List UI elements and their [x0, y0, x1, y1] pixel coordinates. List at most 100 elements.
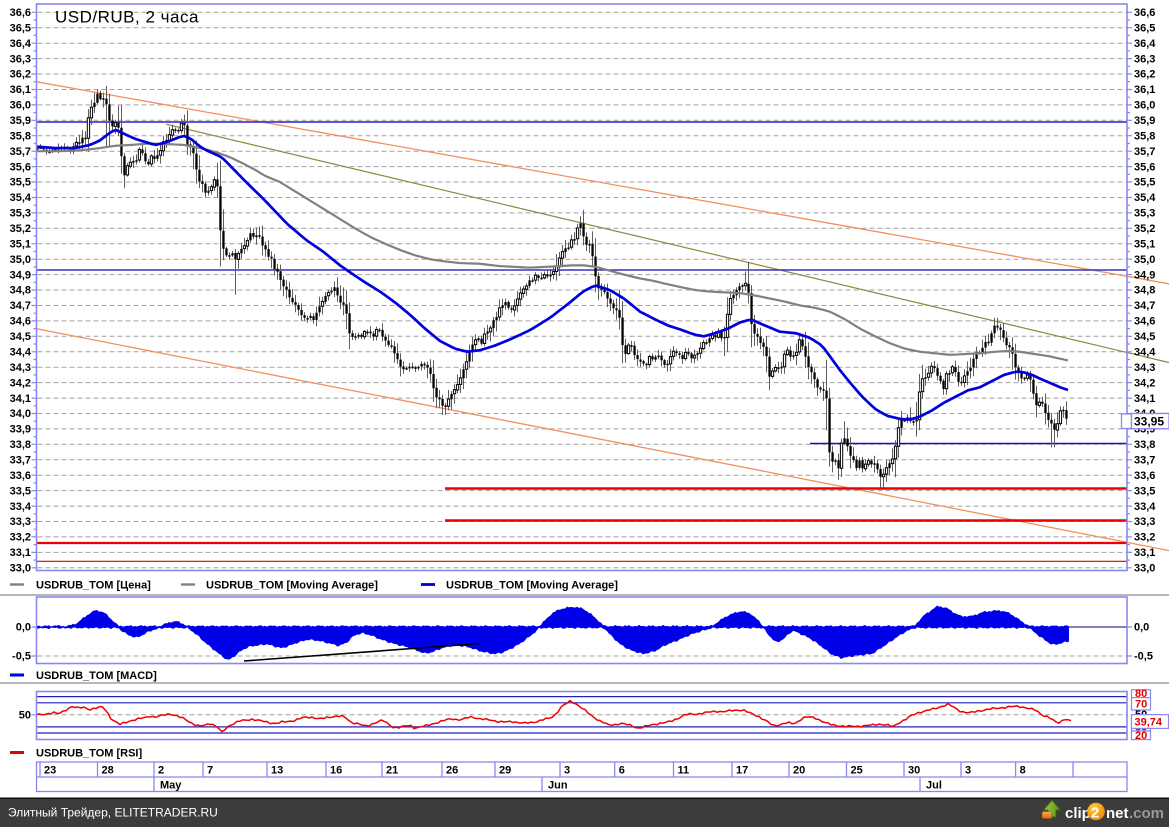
- svg-text:35,7: 35,7: [10, 146, 31, 158]
- svg-text:23: 23: [44, 764, 56, 776]
- svg-text:35,0: 35,0: [10, 254, 31, 266]
- svg-text:33,9: 33,9: [10, 424, 31, 436]
- svg-text:33,3: 33,3: [10, 516, 31, 528]
- svg-text:33,95: 33,95: [1134, 415, 1164, 429]
- svg-text:6: 6: [619, 764, 625, 776]
- svg-text:34,7: 34,7: [1134, 300, 1155, 312]
- svg-text:USDRUB_TOM [Moving Average]: USDRUB_TOM [Moving Average]: [206, 580, 378, 592]
- svg-text:13: 13: [271, 764, 283, 776]
- svg-text:34,5: 34,5: [1134, 331, 1155, 343]
- svg-text:33,4: 33,4: [1134, 501, 1156, 513]
- svg-text:34,2: 34,2: [1134, 377, 1155, 389]
- svg-text:34,8: 34,8: [10, 285, 31, 297]
- svg-text:35,7: 35,7: [1134, 146, 1155, 158]
- svg-text:34,5: 34,5: [10, 331, 31, 343]
- svg-text:USDRUB_TOM [MACD]: USDRUB_TOM [MACD]: [36, 670, 157, 682]
- svg-text:34,6: 34,6: [1134, 316, 1155, 328]
- svg-text:35,4: 35,4: [1134, 192, 1156, 204]
- svg-text:33,8: 33,8: [10, 439, 31, 451]
- svg-text:33,7: 33,7: [10, 455, 31, 467]
- svg-text:34,8: 34,8: [1134, 285, 1155, 297]
- svg-text:33,6: 33,6: [1134, 470, 1155, 482]
- svg-text:36,1: 36,1: [10, 84, 31, 96]
- svg-text:21: 21: [386, 764, 398, 776]
- svg-text:May: May: [160, 779, 182, 791]
- svg-text:35,1: 35,1: [1134, 239, 1155, 251]
- svg-text:3: 3: [965, 764, 971, 776]
- svg-text:8: 8: [1020, 764, 1026, 776]
- svg-text:35,5: 35,5: [1134, 177, 1155, 189]
- svg-text:35,6: 35,6: [1134, 161, 1155, 173]
- svg-text:39,74: 39,74: [1135, 717, 1163, 729]
- svg-text:36,5: 36,5: [10, 22, 31, 34]
- svg-text:50: 50: [19, 710, 31, 722]
- svg-text:Элитный Трейдер, ELITETRADER.R: Элитный Трейдер, ELITETRADER.RU: [8, 806, 218, 820]
- svg-text:35,3: 35,3: [10, 208, 31, 220]
- svg-text:USDRUB_TOM [RSI]: USDRUB_TOM [RSI]: [36, 748, 142, 760]
- svg-text:33,5: 33,5: [10, 485, 31, 497]
- svg-text:33,7: 33,7: [1134, 455, 1155, 467]
- svg-text:34,2: 34,2: [10, 377, 31, 389]
- svg-text:35,2: 35,2: [1134, 223, 1155, 235]
- svg-text:36,6: 36,6: [1134, 7, 1155, 19]
- svg-text:2: 2: [158, 764, 164, 776]
- svg-text:20: 20: [1135, 730, 1147, 742]
- svg-text:33,2: 33,2: [10, 532, 31, 544]
- svg-text:33,5: 33,5: [1134, 485, 1155, 497]
- svg-text:-0,5: -0,5: [12, 651, 31, 663]
- svg-text:33,6: 33,6: [10, 470, 31, 482]
- svg-text:USD/RUB, 2 часа: USD/RUB, 2 часа: [55, 8, 199, 27]
- svg-text:36,5: 36,5: [1134, 22, 1155, 34]
- svg-text:33,8: 33,8: [1134, 439, 1155, 451]
- svg-text:30: 30: [908, 764, 920, 776]
- svg-text:-0,5: -0,5: [1134, 651, 1153, 663]
- svg-text:33,2: 33,2: [1134, 532, 1155, 544]
- svg-text:35,2: 35,2: [10, 223, 31, 235]
- svg-text:33,1: 33,1: [1134, 547, 1155, 559]
- svg-text:36,4: 36,4: [1134, 38, 1156, 50]
- svg-text:34,7: 34,7: [10, 300, 31, 312]
- svg-text:16: 16: [330, 764, 342, 776]
- svg-text:35,3: 35,3: [1134, 208, 1155, 220]
- svg-text:33,1: 33,1: [10, 547, 31, 559]
- svg-text:17: 17: [736, 764, 748, 776]
- svg-text:35,9: 35,9: [10, 115, 31, 127]
- svg-text:36,0: 36,0: [1134, 100, 1155, 112]
- svg-text:29: 29: [499, 764, 511, 776]
- svg-text:35,0: 35,0: [1134, 254, 1155, 266]
- svg-text:35,1: 35,1: [10, 239, 31, 251]
- svg-text:35,5: 35,5: [10, 177, 31, 189]
- svg-text:2: 2: [1091, 805, 1099, 822]
- svg-text:33,0: 33,0: [10, 563, 31, 575]
- svg-text:34,3: 34,3: [1134, 362, 1155, 374]
- svg-text:33,0: 33,0: [1134, 563, 1155, 575]
- svg-text:34,1: 34,1: [10, 393, 31, 405]
- svg-text:34,6: 34,6: [10, 316, 31, 328]
- svg-text:34,3: 34,3: [10, 362, 31, 374]
- svg-text:20: 20: [793, 764, 805, 776]
- svg-text:36,6: 36,6: [10, 7, 31, 19]
- svg-text:33,3: 33,3: [1134, 516, 1155, 528]
- svg-text:0,0: 0,0: [16, 622, 31, 634]
- svg-text:36,3: 36,3: [1134, 53, 1155, 65]
- svg-text:28: 28: [102, 764, 114, 776]
- svg-text:34,0: 34,0: [10, 408, 31, 420]
- svg-text:7: 7: [207, 764, 213, 776]
- svg-text:11: 11: [678, 764, 690, 776]
- svg-text:clip: clip: [1065, 805, 1091, 822]
- svg-text:Jun: Jun: [548, 779, 568, 791]
- svg-text:36,3: 36,3: [10, 53, 31, 65]
- svg-text:34,9: 34,9: [10, 269, 31, 281]
- svg-text:36,4: 36,4: [10, 38, 32, 50]
- svg-text:35,9: 35,9: [1134, 115, 1155, 127]
- svg-text:0,0: 0,0: [1134, 622, 1149, 634]
- svg-text:35,4: 35,4: [10, 192, 32, 204]
- svg-text:36,2: 36,2: [10, 69, 31, 81]
- svg-text:34,9: 34,9: [1134, 269, 1155, 281]
- svg-text:35,8: 35,8: [10, 130, 31, 142]
- svg-text:Jul: Jul: [926, 779, 942, 791]
- svg-text:USDRUB_TOM [Цена]: USDRUB_TOM [Цена]: [36, 580, 151, 592]
- svg-text:USDRUB_TOM [Moving Average]: USDRUB_TOM [Moving Average]: [446, 580, 618, 592]
- svg-text:25: 25: [851, 764, 863, 776]
- svg-text:36,2: 36,2: [1134, 69, 1155, 81]
